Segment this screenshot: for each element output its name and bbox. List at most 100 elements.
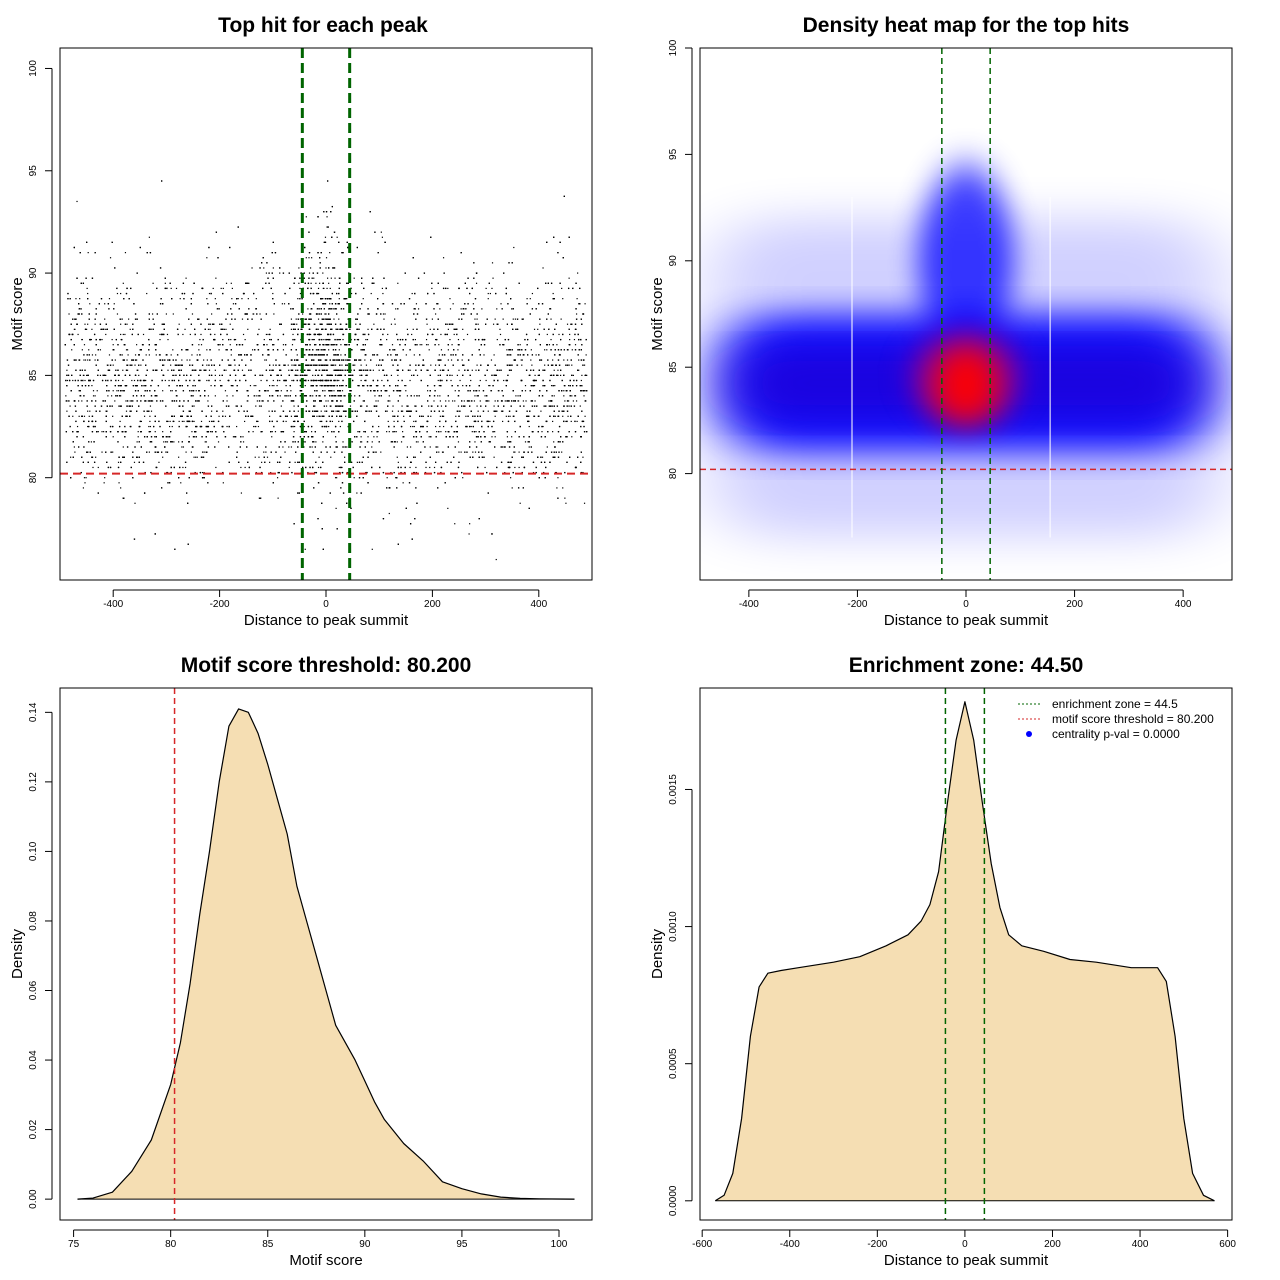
scatter-point bbox=[162, 431, 164, 433]
scatter-point bbox=[575, 400, 578, 402]
scatter-point bbox=[134, 354, 137, 356]
scatter-point bbox=[494, 400, 496, 402]
scatter-point bbox=[118, 482, 120, 484]
scatter-point bbox=[436, 431, 438, 433]
scatter-point bbox=[211, 420, 213, 423]
scatter-point bbox=[531, 292, 534, 295]
scatter-point bbox=[341, 466, 343, 469]
scatter-point bbox=[571, 395, 573, 397]
scatter-point bbox=[269, 369, 271, 371]
scatter-point bbox=[255, 471, 257, 474]
scatter-point bbox=[339, 338, 341, 341]
scatter-point bbox=[556, 487, 558, 489]
scatter-point bbox=[322, 344, 324, 346]
scatter-point bbox=[264, 359, 266, 361]
scatter-point bbox=[353, 477, 355, 479]
scatter-point bbox=[359, 441, 362, 443]
scatter-point bbox=[581, 374, 583, 376]
scatter-point bbox=[426, 323, 428, 325]
scatter-point bbox=[397, 461, 399, 463]
scatter-point bbox=[565, 420, 567, 423]
scatter-point bbox=[317, 292, 320, 295]
scatter-point bbox=[479, 400, 481, 402]
scatter-point bbox=[203, 471, 205, 474]
scatter-point bbox=[287, 395, 289, 397]
scatter-point bbox=[186, 359, 188, 361]
scatter-point bbox=[232, 303, 235, 305]
scatter-point bbox=[256, 400, 258, 402]
scatter-point bbox=[405, 354, 407, 356]
scatter-point bbox=[518, 466, 520, 469]
scatter-point bbox=[315, 441, 317, 443]
scatter-point bbox=[457, 441, 460, 443]
scatter-point bbox=[196, 456, 198, 458]
scatter-point bbox=[475, 282, 478, 284]
scatter-point bbox=[552, 292, 554, 295]
scatter-point bbox=[397, 374, 399, 376]
scatter-point bbox=[370, 292, 372, 295]
scatter-point bbox=[325, 405, 328, 407]
scatter-point bbox=[363, 431, 365, 433]
scatter-point bbox=[439, 425, 441, 428]
scatter-point bbox=[230, 282, 232, 284]
scatter-point bbox=[280, 390, 282, 392]
scatter-point bbox=[291, 379, 293, 382]
scatter-point bbox=[296, 354, 298, 356]
scatter-point bbox=[198, 400, 200, 402]
scatter-point bbox=[253, 385, 255, 387]
scatter-point bbox=[367, 390, 369, 392]
scatter-point bbox=[214, 369, 216, 371]
scatter-point bbox=[282, 349, 285, 351]
scatter-point bbox=[138, 374, 140, 376]
scatter-point bbox=[502, 344, 504, 346]
scatter-point bbox=[469, 523, 471, 525]
scatter-point bbox=[556, 344, 558, 346]
scatter-point bbox=[449, 308, 452, 310]
scatter-point bbox=[267, 333, 269, 336]
scatter-point bbox=[511, 308, 513, 310]
scatter-point bbox=[84, 323, 86, 325]
scatter-point bbox=[178, 323, 180, 325]
scatter-point bbox=[350, 292, 353, 295]
scatter-point bbox=[534, 374, 536, 376]
scatter-point bbox=[395, 431, 397, 433]
scatter-point bbox=[149, 415, 151, 417]
scatter-point bbox=[452, 303, 454, 305]
scatter-point bbox=[65, 395, 67, 397]
scatter-point bbox=[324, 410, 326, 412]
scatter-point bbox=[72, 379, 74, 382]
scatter-point bbox=[334, 477, 337, 479]
scatter-point bbox=[457, 338, 460, 341]
scatter-point bbox=[319, 420, 321, 423]
scatter-point bbox=[298, 267, 300, 269]
scatter-point bbox=[273, 313, 275, 315]
scatter-point bbox=[458, 451, 460, 453]
scatter-point bbox=[104, 477, 106, 479]
scatter-point bbox=[208, 369, 211, 371]
scatter-point bbox=[455, 415, 457, 417]
scatter-point bbox=[181, 420, 183, 423]
scatter-point bbox=[248, 282, 250, 284]
scatter-point bbox=[231, 287, 233, 290]
scatter-point bbox=[584, 390, 586, 392]
scatter-point bbox=[519, 344, 521, 346]
scatter-point bbox=[356, 461, 358, 463]
scatter-point bbox=[430, 415, 432, 417]
scatter-point bbox=[242, 374, 245, 376]
scatter-point bbox=[125, 349, 128, 351]
scatter-point bbox=[365, 338, 367, 341]
scatter-point bbox=[158, 461, 160, 463]
scatter-point bbox=[329, 303, 331, 305]
scatter-point bbox=[433, 400, 435, 402]
scatter-point bbox=[87, 252, 89, 254]
scatter-point bbox=[68, 400, 70, 402]
scatter-point bbox=[298, 282, 300, 284]
scatter-point bbox=[185, 451, 187, 453]
scatter-point bbox=[459, 379, 461, 382]
scatter-point bbox=[495, 558, 497, 561]
scatter-point bbox=[513, 451, 515, 453]
scatter-point bbox=[430, 364, 432, 366]
scatter-point bbox=[379, 344, 381, 346]
scatter-point bbox=[190, 451, 193, 453]
scatter-point bbox=[240, 492, 243, 494]
